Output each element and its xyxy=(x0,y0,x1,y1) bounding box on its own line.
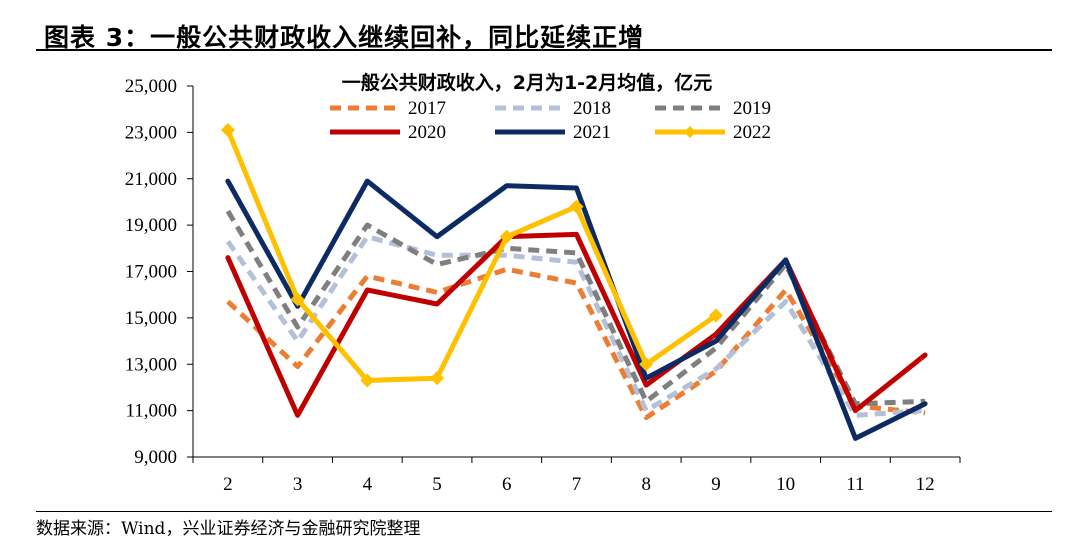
chart-title: 一般公共财政收入，2月为1-2月均值，亿元 xyxy=(342,71,713,94)
source-rule xyxy=(36,511,1052,512)
legend-marker-2022 xyxy=(684,126,696,138)
source-note: 数据来源：Wind，兴业证券经济与金融研究院整理 xyxy=(36,519,421,539)
data-point-2022 xyxy=(430,371,445,386)
data-point-2022 xyxy=(290,292,305,307)
y-tick-label: 25,000 xyxy=(125,76,177,97)
x-tick-label: 5 xyxy=(432,474,442,495)
data-point-2022 xyxy=(639,357,654,372)
y-tick-label: 19,000 xyxy=(125,215,177,236)
legend-item-2018: 2018 xyxy=(495,98,611,119)
x-tick-label: 7 xyxy=(572,474,582,495)
legend-label-2019: 2019 xyxy=(733,98,771,119)
y-tick-label: 15,000 xyxy=(125,308,177,329)
legend-label-2017: 2017 xyxy=(408,98,446,119)
data-point-2022 xyxy=(360,373,375,388)
series-line-2017 xyxy=(226,266,926,421)
chart-axes: 9,000 11,000 13,000 15,000 17,000 19,000 21,00… xyxy=(125,76,961,495)
series-line-2022 xyxy=(225,127,719,383)
chart-series xyxy=(220,123,928,441)
legend-label-2018: 2018 xyxy=(573,98,611,119)
data-point-2022 xyxy=(220,123,235,138)
x-tick-label: 3 xyxy=(293,474,303,495)
x-tick-label: 9 xyxy=(711,474,721,495)
series-line-2021 xyxy=(225,178,928,441)
title-rule xyxy=(36,49,1052,51)
legend-label-2021: 2021 xyxy=(573,122,611,143)
y-tick-label: 13,000 xyxy=(125,354,177,375)
x-tick-label: 10 xyxy=(776,474,795,495)
legend-item-2020: 2020 xyxy=(330,122,446,143)
series-2022 xyxy=(220,123,723,388)
x-tick-label: 4 xyxy=(363,474,373,495)
data-point-2022 xyxy=(569,199,584,214)
data-point-2022 xyxy=(708,308,723,323)
series-2021 xyxy=(225,178,928,441)
y-tick-label: 9,000 xyxy=(134,447,177,468)
x-tick-label: 2 xyxy=(223,474,233,495)
legend-item-2017: 2017 xyxy=(330,98,446,119)
chart-legend: 2017 2018 2019 2020 2021 2022 xyxy=(330,98,771,143)
legend-item-2021: 2021 xyxy=(495,122,611,143)
legend-label-2022: 2022 xyxy=(733,122,771,143)
y-tick-label: 17,000 xyxy=(125,262,177,283)
figure-title: 图表 3：一般公共财政收入继续回补，同比延续正增 xyxy=(44,23,645,52)
y-tick-label: 11,000 xyxy=(125,401,177,422)
series-line-2020 xyxy=(225,231,928,418)
x-tick-label: 12 xyxy=(916,474,935,495)
y-tick-label: 23,000 xyxy=(125,122,177,143)
series-2020 xyxy=(225,231,928,418)
series-2017 xyxy=(226,266,926,421)
data-point-2022 xyxy=(499,229,514,244)
legend-item-2022: 2022 xyxy=(655,122,771,143)
x-tick-label: 8 xyxy=(641,474,651,495)
series-2018 xyxy=(225,234,926,418)
series-line-2018 xyxy=(225,234,926,418)
x-tick-label: 11 xyxy=(846,474,864,495)
x-tick-label: 6 xyxy=(502,474,512,495)
y-tick-label: 21,000 xyxy=(125,169,177,190)
legend-label-2020: 2020 xyxy=(408,122,446,143)
legend-item-2019: 2019 xyxy=(655,98,771,119)
